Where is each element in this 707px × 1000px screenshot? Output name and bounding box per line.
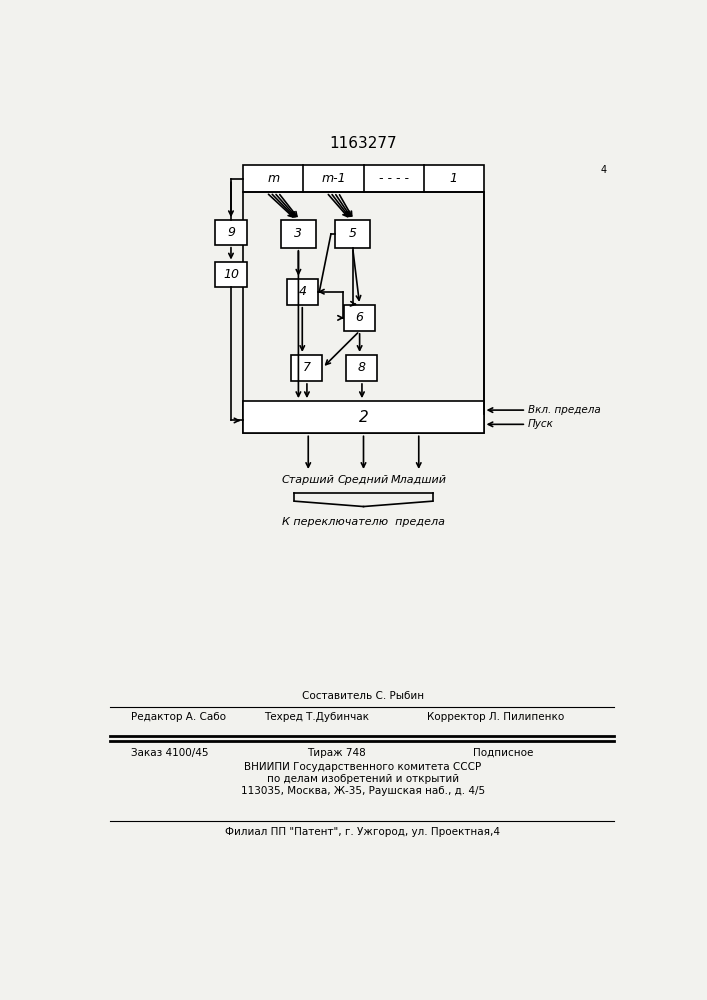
Text: Вкл. предела: Вкл. предела bbox=[528, 405, 600, 415]
Bar bbox=[344, 305, 375, 331]
Bar bbox=[243, 401, 484, 433]
Text: 1: 1 bbox=[450, 172, 457, 185]
Text: Подписное: Подписное bbox=[473, 748, 533, 758]
Text: Техред Т.Дубинчак: Техред Т.Дубинчак bbox=[264, 712, 370, 722]
Text: 113035, Москва, Ж-35, Раушская наб., д. 4/5: 113035, Москва, Ж-35, Раушская наб., д. … bbox=[240, 786, 485, 796]
Text: 3: 3 bbox=[294, 227, 303, 240]
Bar bbox=[215, 220, 247, 245]
Text: m: m bbox=[267, 172, 279, 185]
Bar bbox=[335, 220, 370, 248]
Text: ВНИИПИ Государственного комитета СССР: ВНИИПИ Государственного комитета СССР bbox=[244, 762, 481, 772]
Text: 7: 7 bbox=[303, 361, 311, 374]
Text: Заказ 4100/45: Заказ 4100/45 bbox=[131, 748, 209, 758]
Text: 1163277: 1163277 bbox=[329, 136, 397, 151]
Text: 6: 6 bbox=[356, 311, 363, 324]
Bar bbox=[291, 355, 322, 381]
Text: 10: 10 bbox=[223, 268, 239, 281]
Text: 8: 8 bbox=[358, 361, 366, 374]
Bar bbox=[346, 355, 378, 381]
Bar bbox=[287, 279, 317, 305]
Text: Пуск: Пуск bbox=[528, 419, 554, 429]
Text: 4: 4 bbox=[298, 285, 306, 298]
Text: Редактор А. Сабо: Редактор А. Сабо bbox=[131, 712, 226, 722]
Bar bbox=[243, 165, 484, 192]
Text: по делам изобретений и открытий: по делам изобретений и открытий bbox=[267, 774, 459, 784]
Text: m-1: m-1 bbox=[321, 172, 346, 185]
Text: К переключателю  предела: К переключателю предела bbox=[282, 517, 445, 527]
Text: 5: 5 bbox=[349, 227, 356, 240]
Text: 4: 4 bbox=[601, 165, 607, 175]
Text: Корректор Л. Пилипенко: Корректор Л. Пилипенко bbox=[426, 712, 564, 722]
Text: Тираж 748: Тираж 748 bbox=[307, 748, 366, 758]
Text: - - - -: - - - - bbox=[378, 172, 409, 185]
Bar bbox=[281, 220, 316, 248]
Bar bbox=[215, 262, 247, 287]
Text: 2: 2 bbox=[358, 410, 368, 425]
Bar bbox=[243, 192, 484, 433]
Text: Филиал ПП "Патент", г. Ужгород, ул. Проектная,4: Филиал ПП "Патент", г. Ужгород, ул. Прое… bbox=[226, 827, 501, 837]
Text: Старший: Старший bbox=[282, 475, 334, 485]
Text: Средний: Средний bbox=[338, 475, 389, 485]
Text: 9: 9 bbox=[227, 226, 235, 239]
Text: Младший: Младший bbox=[391, 475, 447, 485]
Text: Составитель С. Рыбин: Составитель С. Рыбин bbox=[302, 691, 423, 701]
